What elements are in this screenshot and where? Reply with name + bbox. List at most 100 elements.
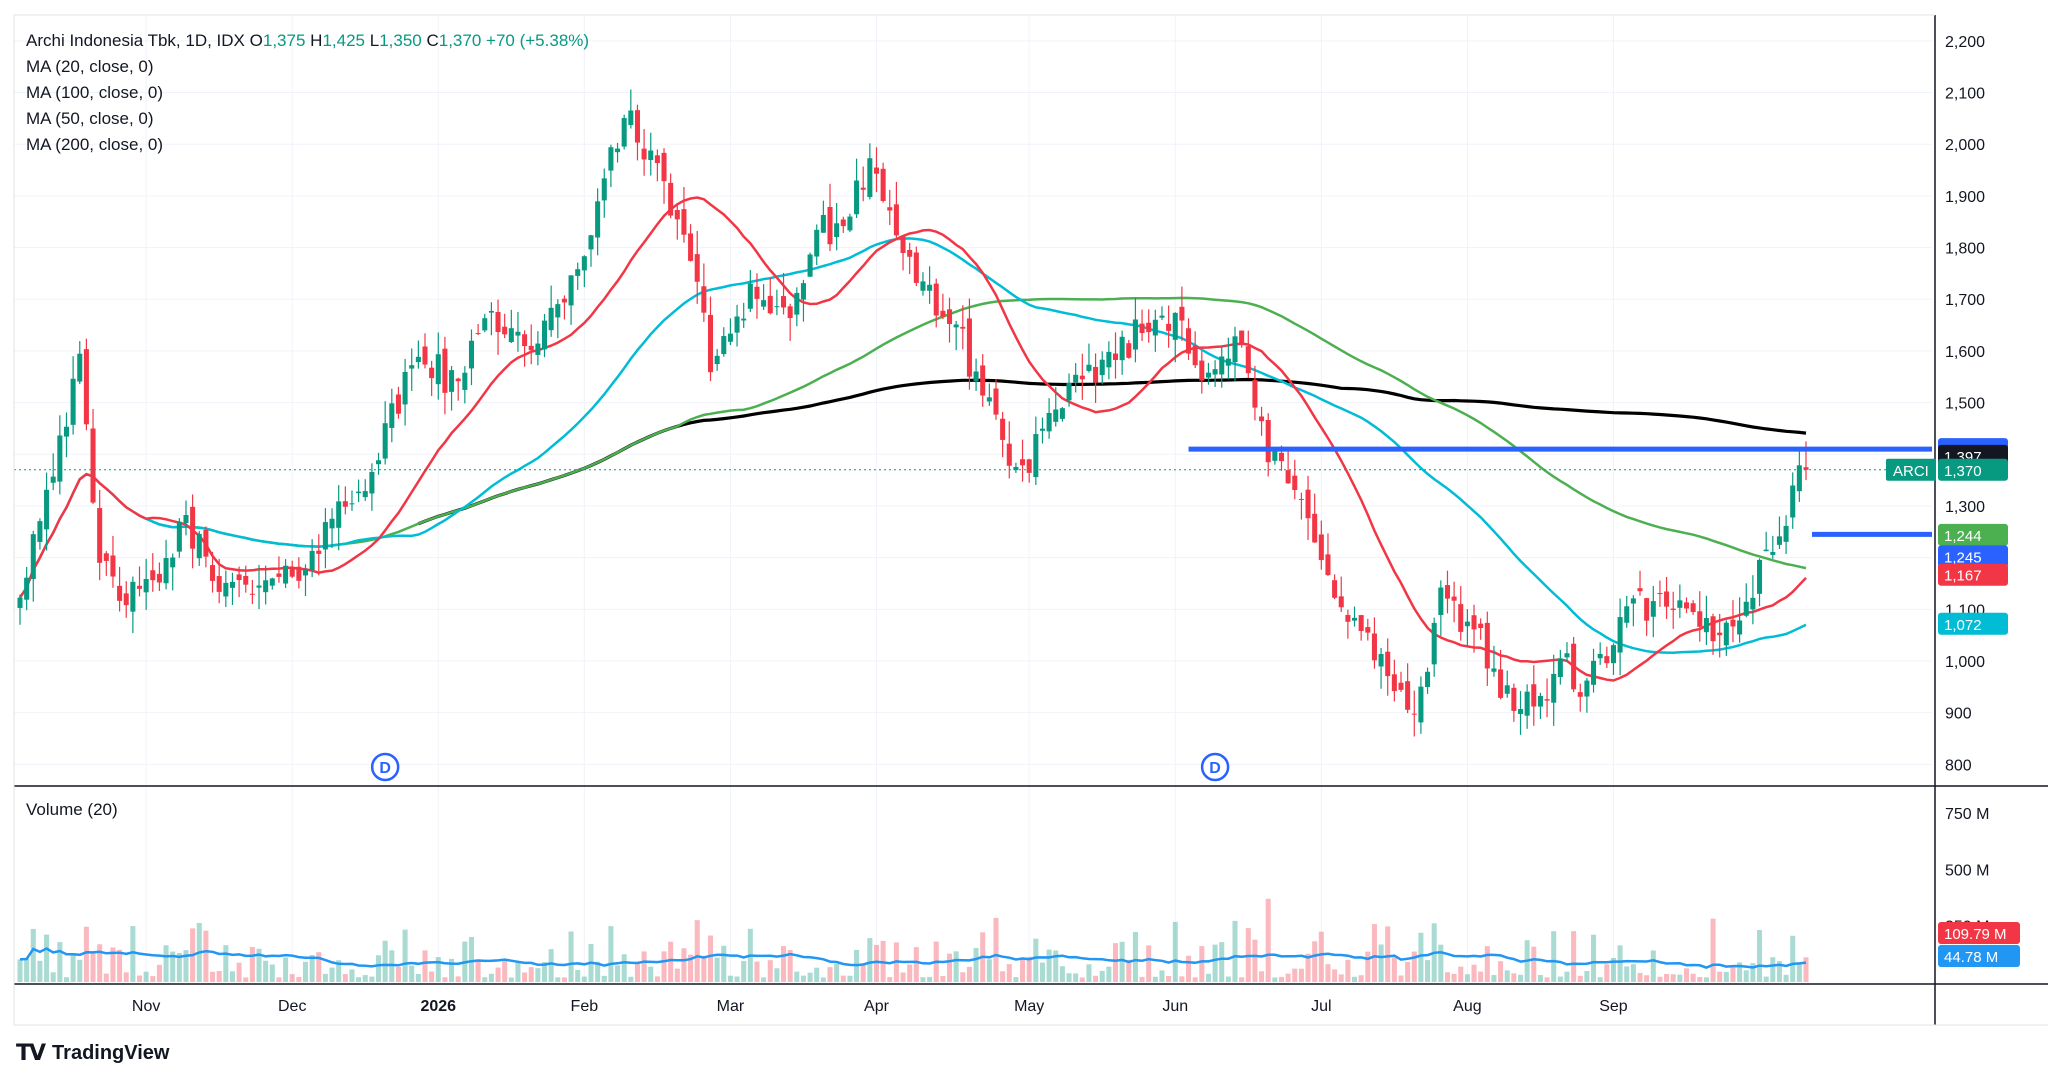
x-axis-label: Nov — [132, 998, 160, 1015]
price-badge-label: 1,244 — [1944, 528, 1982, 545]
candle-body — [488, 310, 494, 313]
symbol-title: Archi Indonesia Tbk, 1D, IDX — [26, 31, 245, 50]
volume-badge-label: 109.79 M — [1944, 926, 2007, 943]
close-label: C — [426, 31, 439, 50]
volume-bar — [395, 966, 401, 982]
change-value: +70 (+5.38%) — [486, 31, 590, 50]
candle-body — [1697, 611, 1703, 627]
candle-body — [1000, 418, 1006, 440]
indicator-ma200[interactable]: MA (200, close, 0) — [26, 135, 164, 154]
volume-bar — [1106, 966, 1112, 982]
x-axis-label: Sep — [1599, 998, 1628, 1015]
candle-body — [223, 582, 229, 597]
volume-tick-label: 750 M — [1945, 806, 1989, 823]
candle-body — [787, 306, 793, 319]
candle-body — [794, 292, 800, 315]
price-tick-label: 1,800 — [1945, 241, 1985, 258]
volume-bar — [1093, 975, 1099, 982]
volume-bar — [1252, 939, 1258, 982]
candle-body — [356, 491, 362, 494]
candle-body — [1418, 686, 1424, 723]
candle-body — [1172, 312, 1178, 340]
candle-body — [747, 283, 753, 309]
price-tick-label: 1,500 — [1945, 396, 1985, 413]
low-label: L — [369, 31, 380, 50]
volume-bar — [1079, 977, 1085, 982]
candle-body — [1584, 680, 1590, 697]
candle-body — [1166, 323, 1172, 331]
candle-body — [1504, 685, 1510, 694]
candle-body — [402, 371, 408, 405]
volume-bar — [1259, 971, 1265, 982]
volume-bar — [628, 976, 634, 982]
candle-body — [289, 568, 295, 577]
volume-bar — [1345, 959, 1351, 982]
candle-body — [1146, 322, 1152, 333]
volume-bar — [342, 974, 348, 982]
candle-body — [1033, 434, 1039, 478]
candle-body — [376, 460, 382, 465]
volume-legend[interactable]: Volume (20) — [26, 800, 118, 819]
x-axis-label: Dec — [278, 998, 306, 1015]
candle-body — [422, 346, 428, 365]
indicator-ma100[interactable]: MA (100, close, 0) — [26, 83, 164, 102]
candle-body — [1205, 372, 1211, 378]
candle-body — [123, 593, 129, 606]
volume-bar — [435, 957, 441, 982]
candle-body — [1066, 382, 1072, 401]
candle-body — [1013, 466, 1019, 471]
candle-body — [920, 281, 926, 291]
dividend-marker-label: D — [1209, 760, 1221, 777]
volume-bar — [1265, 898, 1271, 982]
volume-bar — [1537, 974, 1543, 982]
volume-bar — [1312, 941, 1318, 982]
candle-body — [163, 558, 169, 584]
tradingview-brand[interactable]: 𝗧𝗩 TradingView — [16, 1040, 170, 1066]
candle-body — [940, 310, 946, 317]
volume-bar — [1126, 959, 1132, 982]
volume-bar — [873, 944, 880, 982]
volume-bar — [422, 950, 428, 982]
candle-body — [176, 521, 182, 552]
high-value: 1,425 — [322, 31, 365, 50]
candle-body — [1245, 346, 1251, 374]
volume-bar — [1172, 921, 1178, 982]
volume-bar — [1637, 972, 1643, 982]
volume-bar — [1112, 943, 1119, 982]
indicator-ma20[interactable]: MA (20, close, 0) — [26, 57, 154, 76]
candle-body — [1498, 669, 1504, 698]
volume-bar — [781, 946, 787, 982]
candle-body — [1710, 616, 1716, 642]
indicator-ma50[interactable]: MA (50, close, 0) — [26, 109, 154, 128]
candle-body — [860, 187, 866, 190]
volume-bar — [1717, 971, 1723, 982]
volume-bar — [661, 951, 667, 982]
candle-body — [1750, 597, 1756, 610]
candle-body — [515, 331, 521, 336]
candle-body — [721, 336, 727, 355]
volume-bar — [97, 944, 103, 982]
volume-bar — [1790, 935, 1796, 982]
volume-bar — [1219, 942, 1225, 982]
volume-bar — [415, 974, 421, 982]
candle-body — [1723, 622, 1729, 646]
candle-body — [1531, 684, 1537, 707]
volume-bar — [70, 954, 76, 982]
candle-body — [548, 307, 554, 331]
price-tick-label: 2,100 — [1945, 86, 1985, 103]
price-badge-label: 1,167 — [1944, 568, 1982, 585]
candle-body — [1365, 627, 1371, 633]
candle-body — [1093, 366, 1099, 383]
volume-bar — [820, 977, 826, 982]
candle-body — [867, 158, 873, 198]
candle-body — [130, 581, 136, 612]
candle-body — [1186, 328, 1192, 354]
volume-bar — [402, 929, 408, 982]
volume-bar — [1166, 976, 1172, 982]
candle-body — [634, 110, 640, 143]
candle-body — [1803, 467, 1809, 470]
candle-body — [1259, 416, 1265, 422]
candle-body — [415, 356, 421, 363]
